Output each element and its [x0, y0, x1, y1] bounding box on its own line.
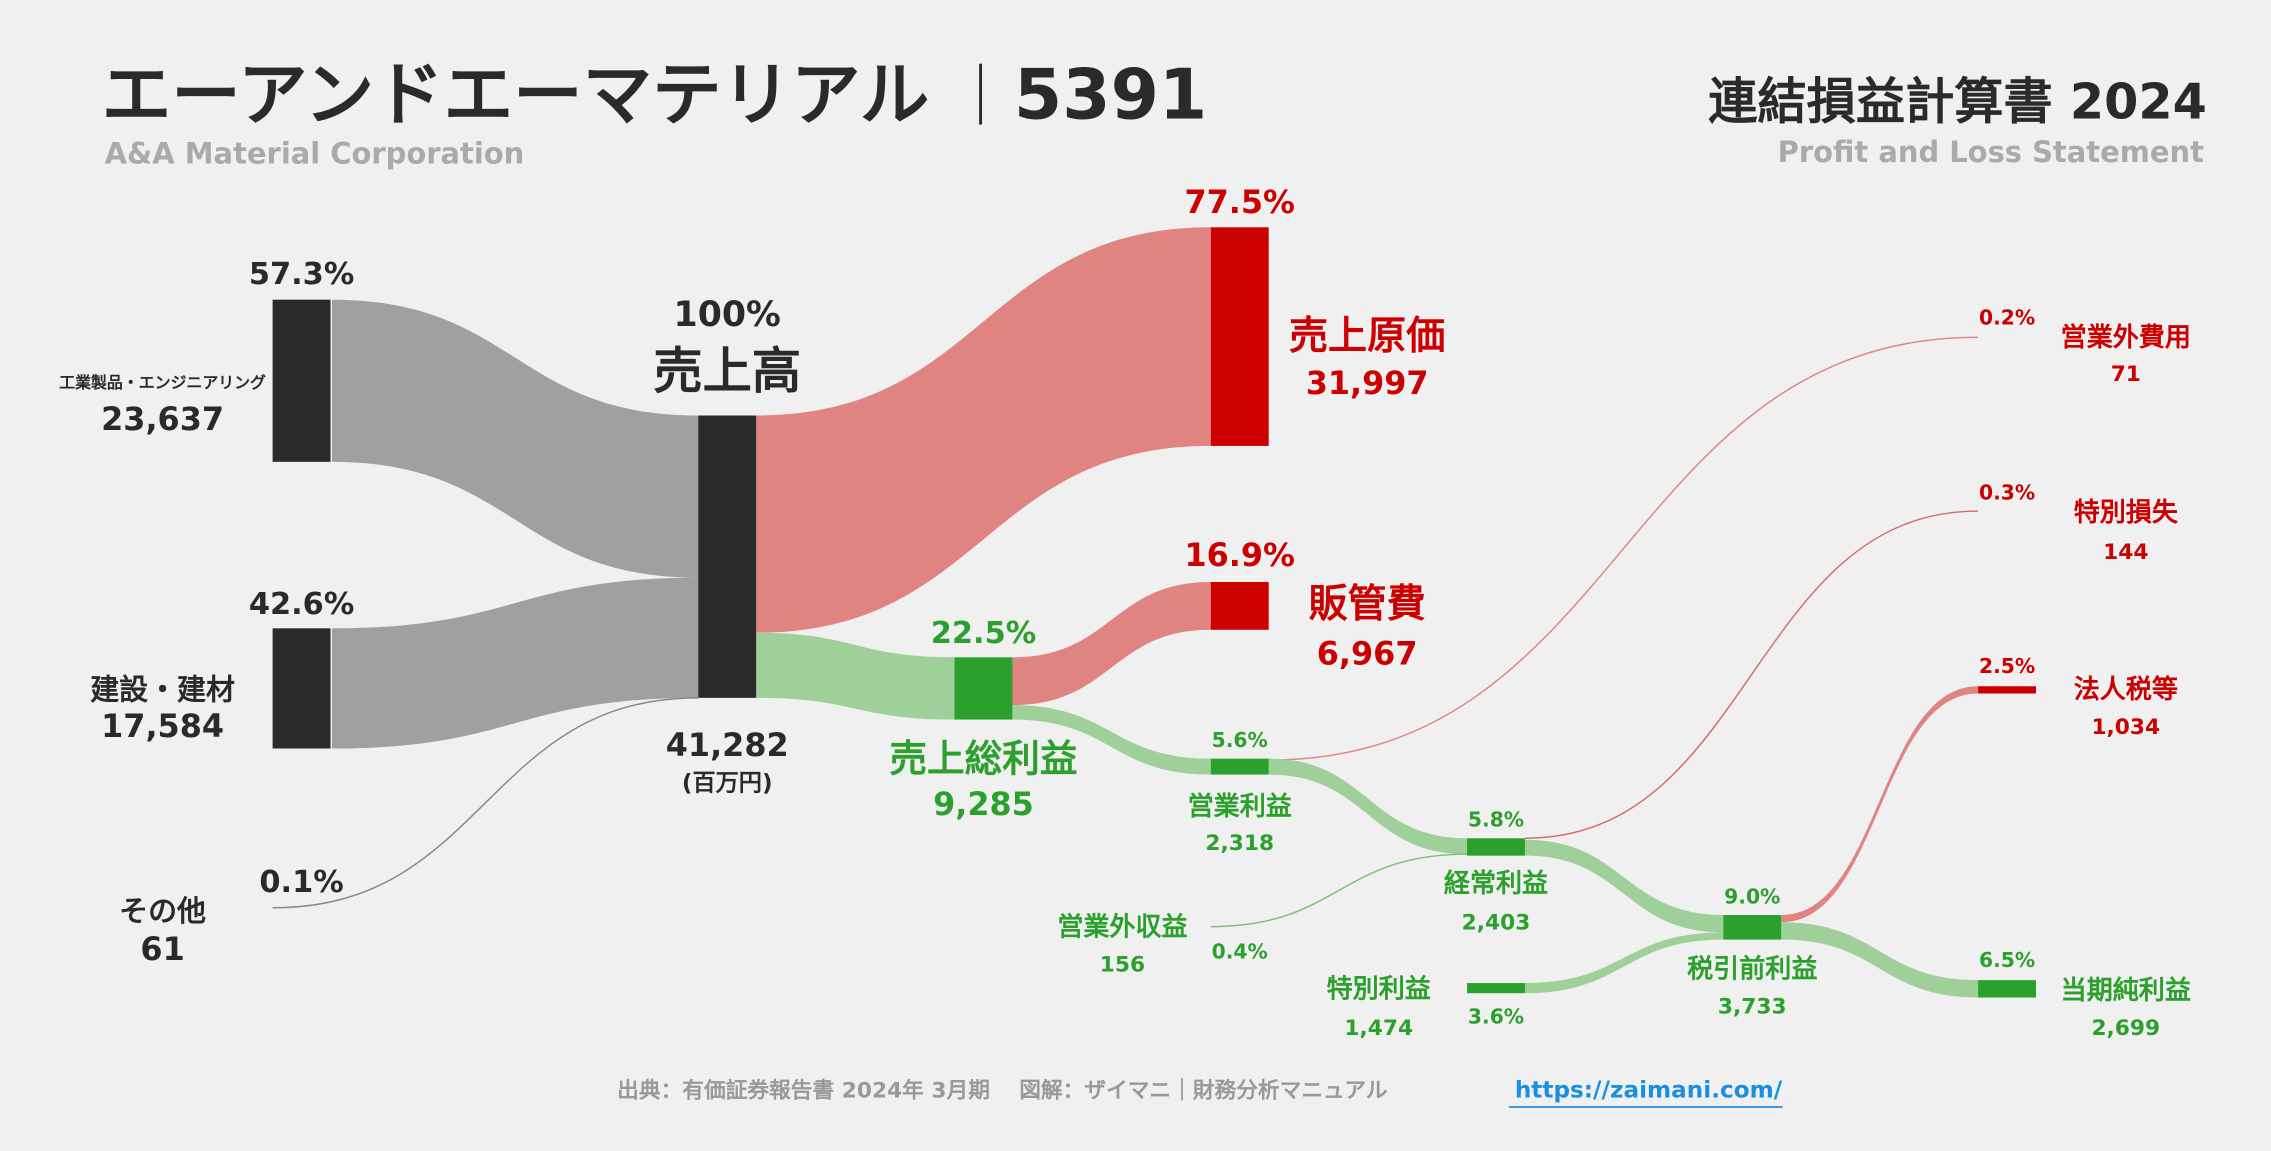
nonop-exp-pct: 0.2% [1979, 305, 2035, 329]
tax-label: 法人税等 [2074, 674, 2178, 705]
flow-op-nonop-exp [1268, 336, 1979, 761]
flow-nonop-inc-ordinary [1210, 853, 1468, 928]
op-pct: 5.6% [1212, 728, 1268, 752]
op-label: 営業利益 [1188, 792, 1292, 822]
cogs-value: 31,997 [1306, 364, 1429, 402]
special-loss-pct: 0.3% [1979, 480, 2035, 504]
flow-other-revenue [272, 697, 699, 909]
other-value: 61 [140, 930, 184, 968]
net-pct: 6.5% [1979, 948, 2035, 972]
flow-ordinary-pretax [1524, 839, 1724, 933]
cogs-pct: 77.5% [1184, 183, 1294, 221]
gross-pct: 22.5% [931, 616, 1036, 651]
site-link[interactable]: https://zaimani.com/ [1515, 1077, 1783, 1103]
tax-pct: 2.5% [1979, 654, 2035, 678]
flow-pretax-tax [1781, 686, 1979, 923]
revenue-pct: 100% [674, 295, 781, 335]
node-bars [272, 227, 2037, 998]
seg1-label: 工業製品・エンジニアリング [59, 373, 266, 392]
flow-seg1-revenue [331, 299, 699, 578]
link-underline [1509, 1106, 1783, 1108]
sga-pct: 16.9% [1184, 536, 1294, 574]
seg2-bar [272, 628, 331, 749]
flow-pretax-net [1781, 922, 1979, 998]
seg1-pct: 57.3% [249, 257, 354, 292]
ordinary-label: 経常利益 [1444, 868, 1548, 899]
op-value: 2,318 [1205, 831, 1274, 856]
special-gain-bar [1467, 983, 1525, 994]
nonop-inc-value: 156 [1100, 952, 1145, 977]
seg2-pct: 42.6% [249, 587, 354, 622]
pretax-label: 税引前利益 [1687, 953, 1817, 984]
op-bar [1210, 758, 1269, 775]
flow-gross-sga [1012, 582, 1211, 706]
pretax-bar [1723, 915, 1782, 940]
seg1-value: 23,637 [101, 400, 224, 438]
tax-value: 1,034 [2091, 715, 2160, 740]
company-title: エーアンドエーマテリアル [102, 55, 930, 136]
net-label: 当期純利益 [2061, 975, 2191, 1006]
stock-code: 5391 [1014, 55, 1207, 136]
source-note: 出典：有価証券報告書 2024年 3月期 図解：ザイマニ｜財務分析マニュアル [617, 1077, 1388, 1103]
special-loss-label: 特別損失 [2074, 497, 2179, 528]
gross-value: 9,285 [933, 785, 1034, 823]
ordinary-pct: 5.8% [1468, 808, 1524, 832]
title-divider [979, 63, 983, 125]
sga-bar [1210, 582, 1269, 630]
flow-seg2-revenue [331, 577, 699, 749]
revenue-bar [698, 415, 757, 698]
revenue-label: 売上高 [653, 342, 801, 400]
cogs-label: 売上原価 [1289, 314, 1445, 359]
svg-text:https://zaimani.com/: https://zaimani.com/ [1515, 1077, 1783, 1103]
unit-label: (百万円) [682, 770, 773, 796]
flow-gross-op [1012, 705, 1211, 775]
tax-bar [1978, 686, 2037, 694]
pretax-value: 3,733 [1718, 994, 1787, 1019]
gross-label: 売上総利益 [889, 737, 1077, 781]
special-loss-value: 144 [2103, 540, 2148, 565]
gross-bar [954, 657, 1013, 720]
cogs-bar [1210, 227, 1269, 446]
other-pct: 0.1% [259, 865, 343, 900]
special-gain-pct: 3.6% [1468, 1005, 1524, 1029]
special-gain-label: 特別利益 [1327, 974, 1431, 1005]
company-english: A&A Material Corporation [105, 137, 525, 171]
statement-english: Profit and Loss Statement [1778, 135, 2205, 169]
ordinary-bar [1467, 838, 1525, 856]
seg2-label: 建設・建材 [90, 672, 235, 706]
seg2-value: 17,584 [101, 707, 224, 745]
ordinary-value: 2,403 [1462, 910, 1531, 935]
flow-ordinary-special-loss [1524, 510, 1979, 839]
special-gain-value: 1,474 [1344, 1016, 1413, 1041]
nonop-inc-pct: 0.4% [1212, 939, 1268, 963]
other-label: その他 [119, 894, 206, 928]
flows [272, 227, 1979, 998]
statement-title: 連結損益計算書 2024 [1708, 73, 2207, 131]
revenue-value: 41,282 [666, 726, 789, 764]
net-bar [1978, 980, 2037, 998]
net-value: 2,699 [2091, 1016, 2160, 1041]
nonop-inc-label: 営業外収益 [1057, 912, 1187, 942]
nonop-exp-label: 営業外費用 [2061, 323, 2191, 353]
nonop-exp-value: 71 [2111, 362, 2141, 387]
flow-special-gain-pretax [1524, 932, 1724, 994]
sga-label: 販管費 [1309, 582, 1426, 627]
flow-revenue-cogs [756, 227, 1211, 633]
sga-value: 6,967 [1317, 635, 1418, 673]
pretax-pct: 9.0% [1724, 884, 1780, 908]
seg1-bar [272, 299, 331, 462]
flow-revenue-gross [756, 632, 955, 720]
flow-op-ordinary [1268, 758, 1468, 855]
